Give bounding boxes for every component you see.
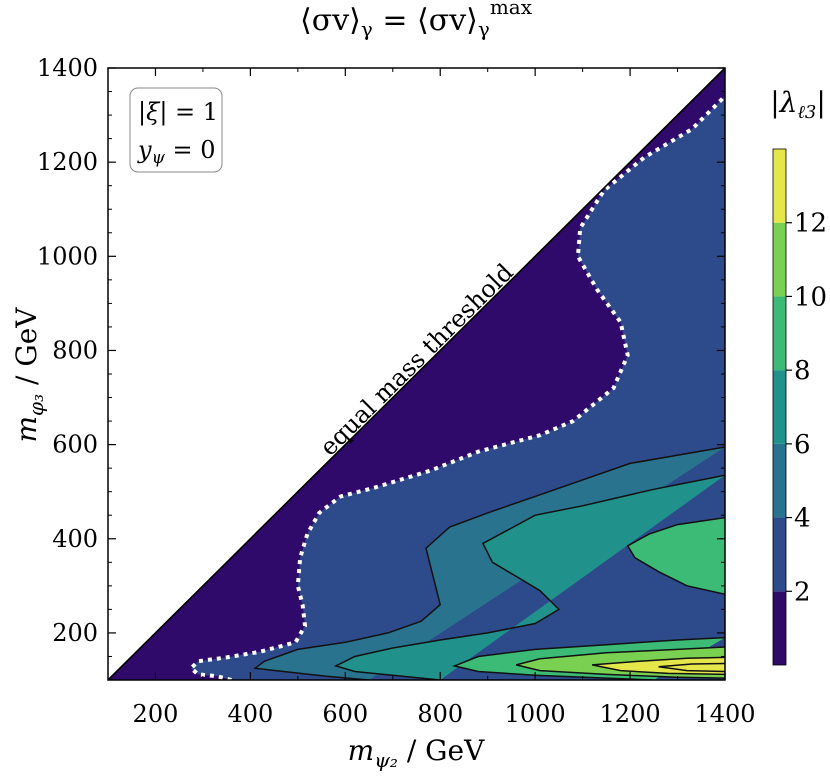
colorbar-tick-label: 8 bbox=[794, 356, 811, 386]
legend-box: |ξ| = 1 yψ = 0 bbox=[129, 87, 223, 173]
x-tick-label: 1000 bbox=[505, 700, 566, 728]
contour-line-level-12-6 bbox=[591, 656, 725, 676]
contour-line-level-14-7 bbox=[658, 662, 725, 673]
colorbar-segment-8-10 bbox=[773, 296, 786, 371]
colorbar-segment-6-8 bbox=[773, 370, 786, 444]
colorbar-tick-label: 10 bbox=[794, 282, 827, 312]
colorbar-segment-2-4 bbox=[773, 517, 786, 592]
y-tick-label: 400 bbox=[52, 525, 98, 553]
colorbar: 2 4 6 8 10 12 bbox=[772, 148, 827, 666]
x-tick-label: 200 bbox=[133, 700, 179, 728]
x-axis: 200 400 600 800 1000 1200 1400 bbox=[107, 68, 756, 728]
colorbar-tick-label: 6 bbox=[794, 430, 811, 460]
x-tick-label: 600 bbox=[322, 700, 368, 728]
colorbar-frame bbox=[772, 148, 787, 666]
x-tick-label: 1400 bbox=[694, 700, 755, 728]
region-level-8-3 bbox=[627, 517, 725, 595]
chart-title: ⟨σv⟩γ = ⟨σv⟩γmax bbox=[300, 0, 533, 41]
contour-line-level-2-0 bbox=[188, 94, 725, 680]
x-tick-label: 800 bbox=[417, 700, 463, 728]
contour-line-level-8-3 bbox=[626, 516, 725, 596]
colorbar-segment-12-14 bbox=[773, 149, 786, 223]
colorbar-segment-0-2 bbox=[773, 591, 786, 665]
colorbar-segment-10-12 bbox=[773, 222, 786, 297]
y-tick-label: 1400 bbox=[37, 54, 98, 82]
y-tick-label: 800 bbox=[52, 336, 98, 364]
legend-line-1: |ξ| = 1 bbox=[138, 98, 218, 127]
x-tick-label: 1200 bbox=[600, 700, 661, 728]
contour-line-level-6-2 bbox=[333, 474, 725, 680]
colorbar-tick-label: 2 bbox=[794, 577, 811, 607]
legend-line-2: yψ = 0 bbox=[137, 136, 216, 168]
contour-line-level-8-4 bbox=[452, 636, 725, 680]
colorbar-tick-label: 12 bbox=[794, 209, 827, 239]
x-axis-label: mψ₂ / GeV bbox=[348, 734, 485, 772]
contour-line-level-10-5 bbox=[516, 646, 725, 679]
y-axis: 200 400 600 800 1000 1200 1400 bbox=[37, 54, 725, 681]
plot-area bbox=[107, 67, 726, 681]
y-tick-label: 1000 bbox=[37, 242, 98, 270]
y-tick-label: 600 bbox=[52, 431, 98, 459]
equal-mass-threshold-line bbox=[107, 67, 726, 681]
y-tick-label: 1200 bbox=[37, 148, 98, 176]
y-tick-label: 200 bbox=[52, 619, 98, 647]
colorbar-label: |λℓ3| bbox=[770, 86, 826, 123]
x-tick-label: 400 bbox=[227, 700, 273, 728]
region-level-6-2 bbox=[335, 475, 725, 680]
colorbar-segment-4-6 bbox=[773, 443, 786, 518]
contour-line-level-4-1 bbox=[253, 446, 725, 680]
y-axis-label: mφ₃ / GeV bbox=[10, 307, 48, 443]
colorbar-tick-label: 4 bbox=[794, 504, 811, 534]
